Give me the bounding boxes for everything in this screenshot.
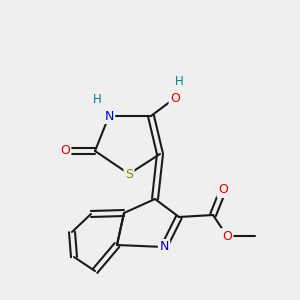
Text: H: H — [93, 93, 101, 106]
Text: N: N — [104, 110, 114, 122]
Text: O: O — [218, 184, 228, 196]
Text: S: S — [125, 167, 133, 181]
Text: O: O — [170, 92, 180, 104]
Text: O: O — [60, 145, 70, 158]
Text: H: H — [175, 75, 184, 88]
Text: O: O — [222, 230, 232, 242]
Text: N: N — [159, 241, 169, 254]
